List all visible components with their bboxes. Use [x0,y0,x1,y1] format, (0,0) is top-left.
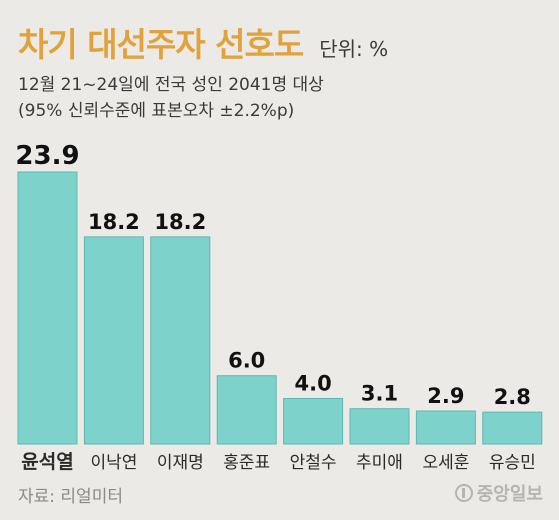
category-label-3: 이재명 [157,453,204,473]
source-note: 자료: 리얼미터 [18,487,123,507]
logo-icon [454,484,473,502]
category-label-4: 홍준표 [223,453,270,473]
unit-label: 단위: % [319,37,389,61]
margin-of-error-note: (95% 신뢰수준에 표본오차 ±2.2%p) [18,101,295,121]
value-label-7: 2.9 [427,384,464,408]
category-label-8: 유승민 [489,453,536,473]
category-label-1: 윤석열 [21,451,73,473]
chart-header: 차기 대선주자 선호도 단위: % [18,18,388,66]
category-label-7: 오세훈 [422,453,469,473]
bar-8 [482,411,543,445]
publisher-logo: 중앙일보 [454,480,543,506]
survey-period-note: 12월 21~24일에 전국 성인 2041명 대상 [18,75,324,95]
category-label-6: 추미애 [356,453,403,473]
logo-text: 중앙일보 [476,484,543,505]
category-label-5: 안철수 [290,453,337,473]
value-label-2: 18.2 [88,210,140,234]
bar-2 [83,236,144,445]
value-label-3: 18.2 [154,210,206,234]
value-label-6: 3.1 [361,382,398,406]
value-label-8: 2.8 [494,385,531,409]
category-label-2: 이낙연 [90,453,137,473]
bar-7 [415,410,476,445]
value-label-1: 23.9 [15,141,79,171]
chart-title: 차기 대선주자 선호도 [18,25,304,64]
bar-4 [216,375,277,445]
bar-6 [349,408,410,445]
bar-5 [283,397,344,445]
value-label-5: 4.0 [294,371,331,395]
bar-1 [17,171,78,445]
value-label-4: 6.0 [228,349,265,373]
bar-3 [150,236,211,445]
